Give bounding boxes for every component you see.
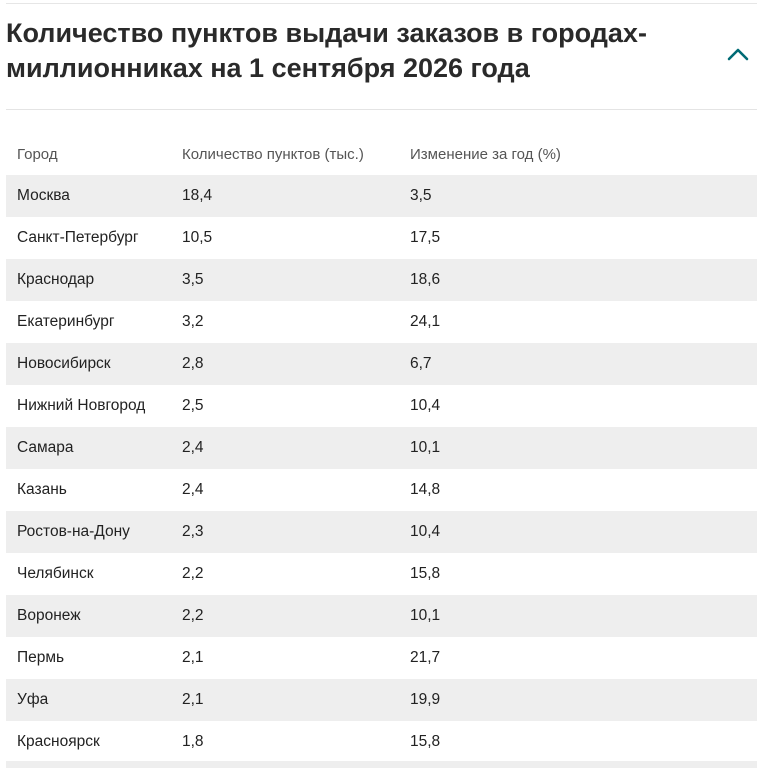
- cell-change: 15,8: [399, 553, 757, 595]
- cell-change: 17,5: [399, 217, 757, 259]
- cell-count: 1,8: [171, 721, 399, 763]
- table-row: Челябинск 2,2 15,8: [6, 553, 757, 595]
- cell-change: 3,5: [399, 175, 757, 217]
- cell-count: 2,1: [171, 679, 399, 721]
- cell-change: 10,1: [399, 595, 757, 637]
- table-row: Пермь 2,1 21,7: [6, 637, 757, 679]
- data-table: Город Количество пунктов (тыс.) Изменени…: [6, 133, 757, 763]
- table-row: Ростов-на-Дону 2,3 10,4: [6, 511, 757, 553]
- cell-city: Ростов-на-Дону: [6, 511, 171, 553]
- cell-count: 2,4: [171, 469, 399, 511]
- cell-city: Москва: [6, 175, 171, 217]
- table-row: Самара 2,4 10,1: [6, 427, 757, 469]
- cell-count: 3,2: [171, 301, 399, 343]
- cell-count: 2,2: [171, 553, 399, 595]
- header-divider: [6, 109, 757, 110]
- cell-change: 19,9: [399, 679, 757, 721]
- cell-count: 2,4: [171, 427, 399, 469]
- cell-count: 2,8: [171, 343, 399, 385]
- table-row: Уфа 2,1 19,9: [6, 679, 757, 721]
- column-header-city: Город: [17, 145, 58, 163]
- cell-change: 6,7: [399, 343, 757, 385]
- table-row: Краснодар 3,5 18,6: [6, 259, 757, 301]
- table-row: Красноярск 1,8 15,8: [6, 721, 757, 763]
- table-body: Москва 18,4 3,5 Санкт-Петербург 10,5 17,5 Крас…: [6, 175, 757, 763]
- table-row: Воронеж 2,2 10,1: [6, 595, 757, 637]
- cell-count: 2,2: [171, 595, 399, 637]
- table-header-row: Город Количество пунктов (тыс.) Изменени…: [6, 133, 757, 175]
- table-row: Москва 18,4 3,5: [6, 175, 757, 217]
- cell-city: Новосибирск: [6, 343, 171, 385]
- chevron-up-icon: [727, 48, 749, 61]
- cell-count: 2,3: [171, 511, 399, 553]
- cell-city: Краснодар: [6, 259, 171, 301]
- cell-city: Уфа: [6, 679, 171, 721]
- cell-change: 10,4: [399, 511, 757, 553]
- cell-count: 2,1: [171, 637, 399, 679]
- cell-city: Самара: [6, 427, 171, 469]
- collapse-toggle-button[interactable]: [723, 42, 753, 66]
- table-row-partial: [6, 761, 757, 768]
- page-title: Количество пунктов выдачи заказов в горо…: [6, 18, 647, 83]
- cell-city: Пермь: [6, 637, 171, 679]
- cell-change: 24,1: [399, 301, 757, 343]
- table-row: Санкт-Петербург 10,5 17,5: [6, 217, 757, 259]
- cell-change: 14,8: [399, 469, 757, 511]
- cell-city: Челябинск: [6, 553, 171, 595]
- cell-count: 3,5: [171, 259, 399, 301]
- section-header: Количество пунктов выдачи заказов в горо…: [6, 16, 757, 108]
- cell-city: Казань: [6, 469, 171, 511]
- cell-change: 18,6: [399, 259, 757, 301]
- cell-city: Екатеринбург: [6, 301, 171, 343]
- top-divider: [6, 3, 757, 4]
- cell-city: Санкт-Петербург: [6, 217, 171, 259]
- cell-city: Красноярск: [6, 721, 171, 763]
- table-row: Казань 2,4 14,8: [6, 469, 757, 511]
- cell-count: 2,5: [171, 385, 399, 427]
- cell-change: 10,4: [399, 385, 757, 427]
- table-row: Новосибирск 2,8 6,7: [6, 343, 757, 385]
- table-row: Екатеринбург 3,2 24,1: [6, 301, 757, 343]
- cell-count: 18,4: [171, 175, 399, 217]
- cell-city: Нижний Новгород: [6, 385, 171, 427]
- cell-city: Воронеж: [6, 595, 171, 637]
- table-row: Нижний Новгород 2,5 10,4: [6, 385, 757, 427]
- column-header-count: Количество пунктов (тыс.): [182, 145, 364, 163]
- cell-change: 21,7: [399, 637, 757, 679]
- column-header-change: Изменение за год (%): [410, 145, 561, 163]
- cell-change: 15,8: [399, 721, 757, 763]
- cell-count: 10,5: [171, 217, 399, 259]
- cell-change: 10,1: [399, 427, 757, 469]
